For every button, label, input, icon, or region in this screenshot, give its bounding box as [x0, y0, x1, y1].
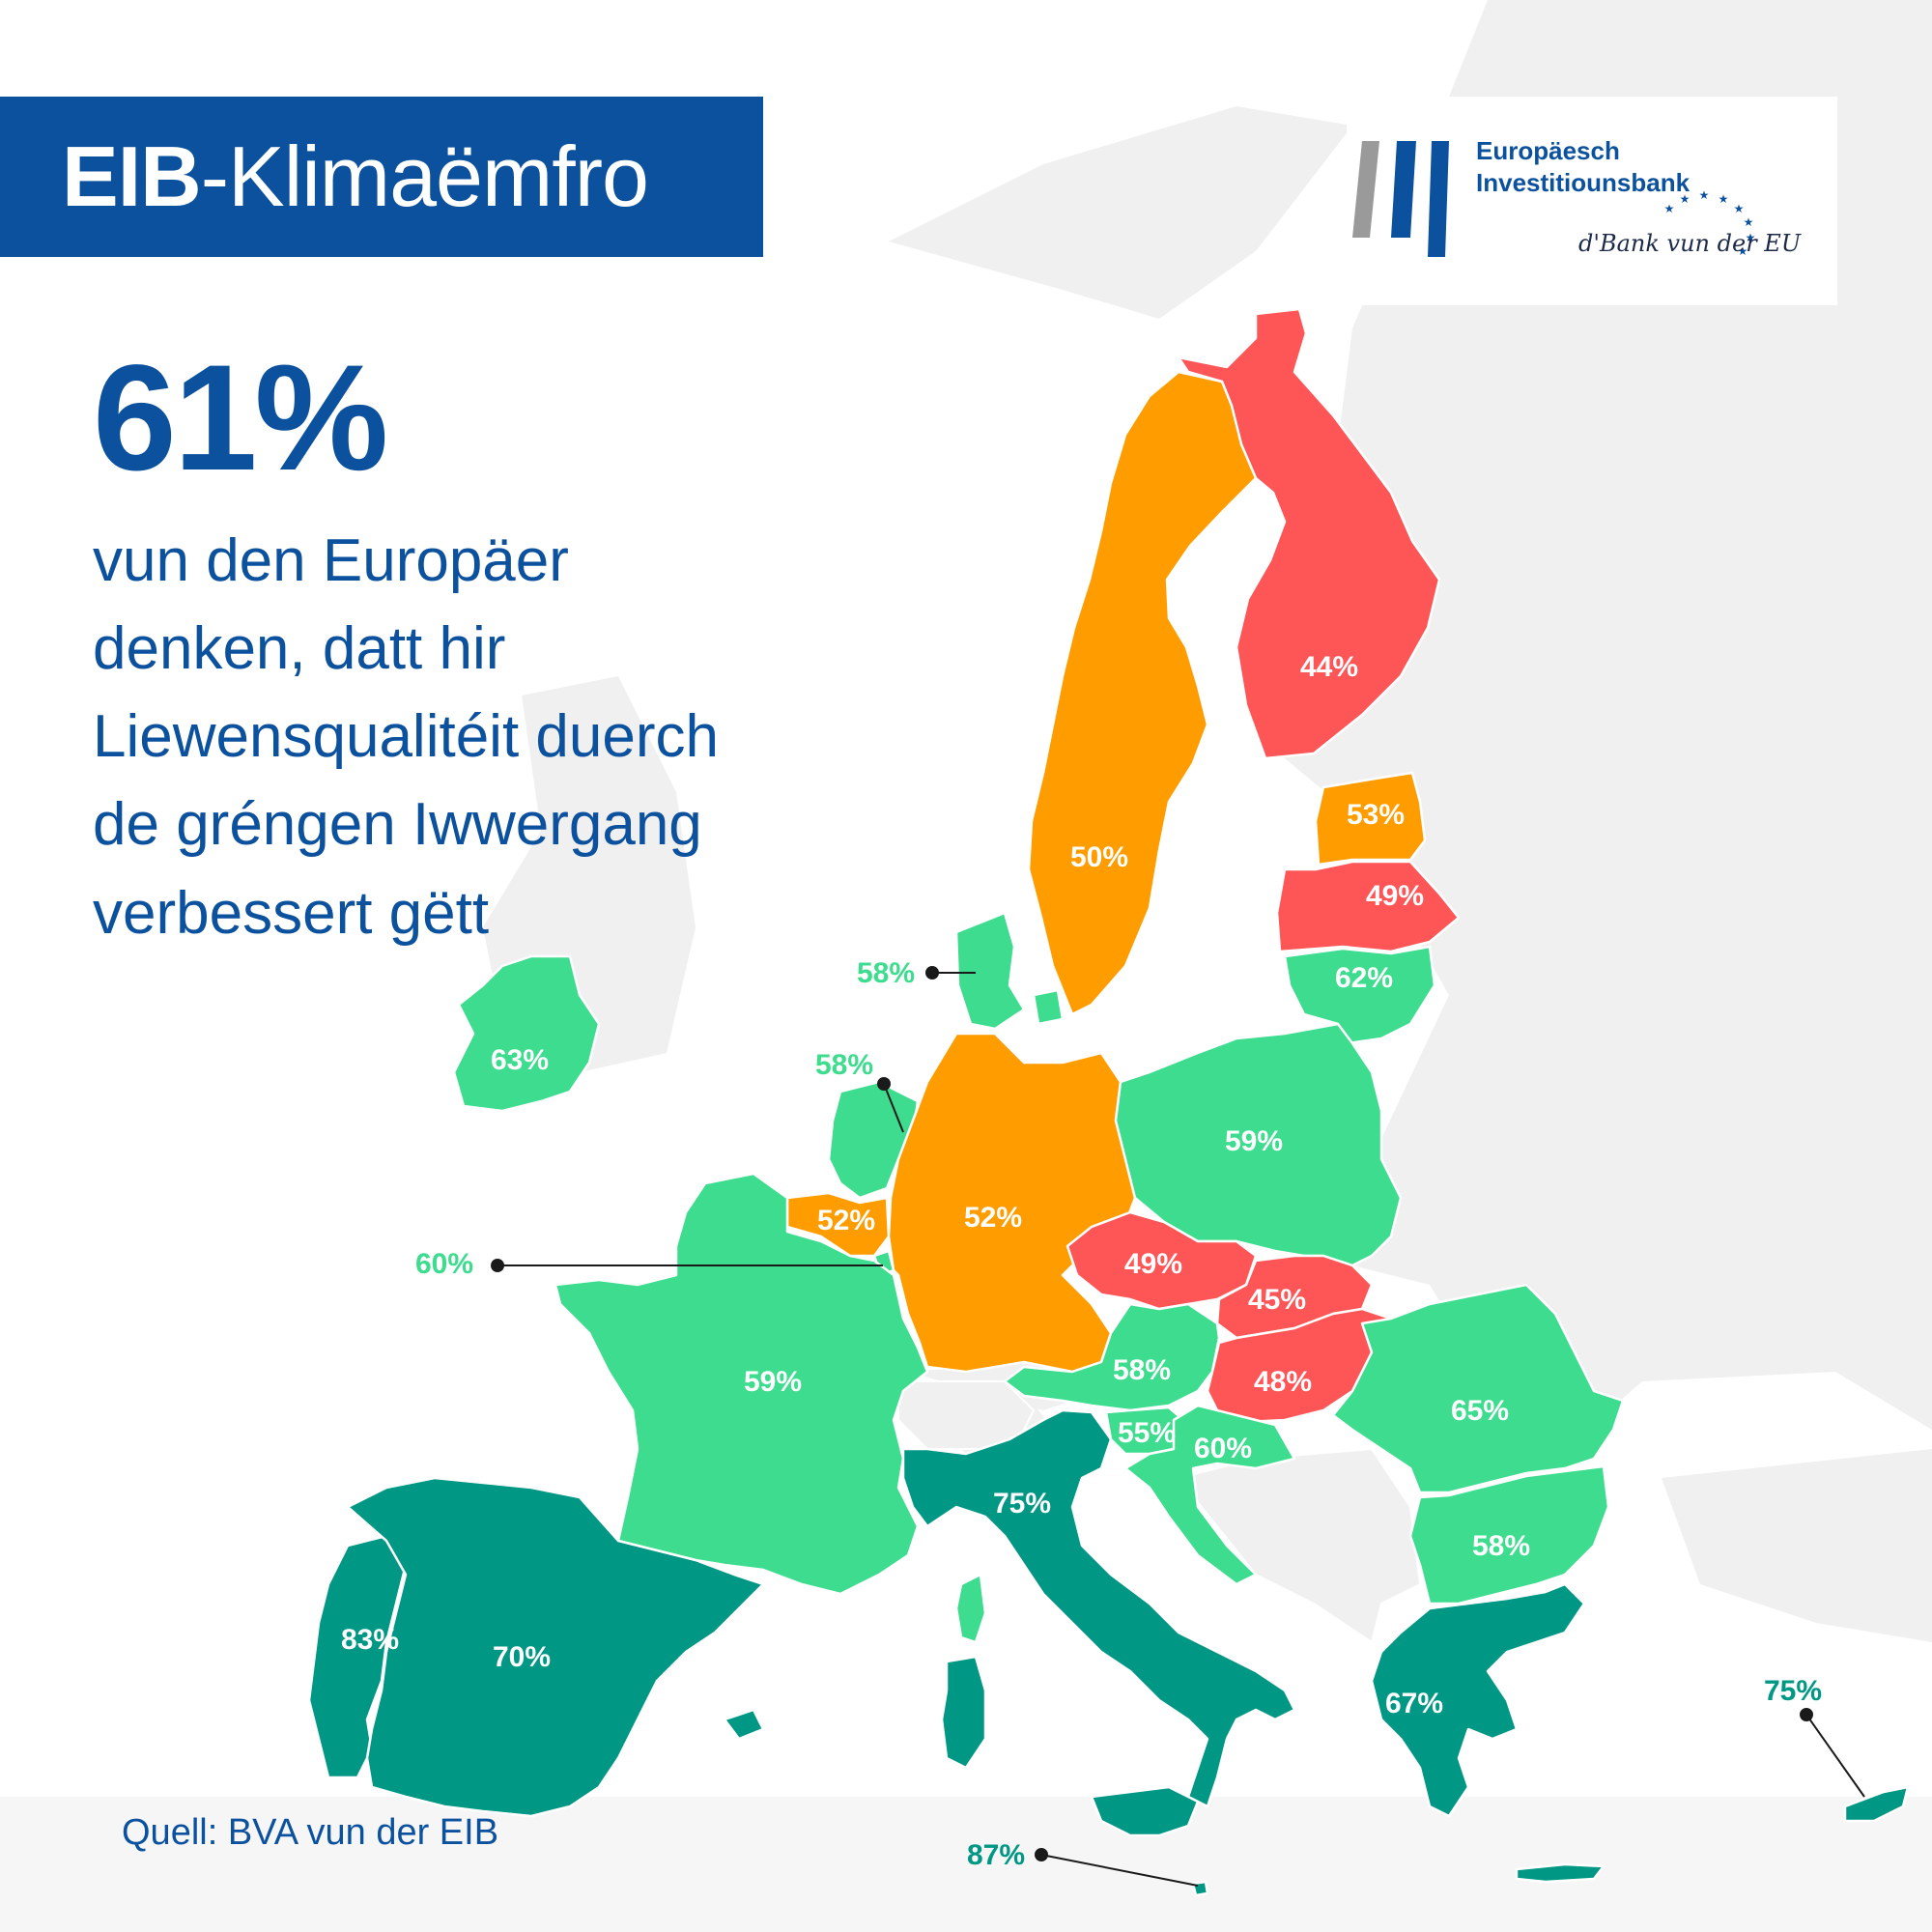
latvia-shape[interactable]	[1275, 860, 1461, 953]
label-netherlands: 58%	[815, 1049, 873, 1081]
label-bulgaria: 58%	[1472, 1530, 1530, 1562]
label-spain: 70%	[493, 1641, 551, 1673]
sweden-shape[interactable]	[1027, 370, 1258, 1016]
logo-tagline: d'Bank vun der EU	[1578, 230, 1802, 257]
label-portugal: 83%	[341, 1624, 399, 1656]
austria-shape[interactable]	[1003, 1302, 1221, 1412]
portugal-shape[interactable]	[307, 1534, 408, 1779]
value-labels: 44% 50% 53% 49% 62% 58% 63% 58% 52% 60% …	[341, 651, 1822, 1871]
svg-text:★: ★	[1680, 192, 1690, 206]
eib-logo-icon	[1352, 141, 1449, 257]
svg-text:★: ★	[1744, 215, 1754, 229]
leader-lines	[491, 966, 1865, 1887]
label-poland: 59%	[1225, 1125, 1283, 1157]
label-hungary: 48%	[1254, 1366, 1312, 1398]
denmark-shape[interactable]	[954, 911, 1026, 1031]
estonia-shape[interactable]	[1314, 771, 1427, 867]
label-germany: 52%	[964, 1202, 1022, 1234]
croatia-shape[interactable]	[1123, 1404, 1296, 1586]
leader-line-netherlands	[883, 1083, 904, 1133]
lithuania-shape[interactable]	[1283, 945, 1436, 1045]
label-denmark: 58%	[857, 957, 915, 989]
label-slovakia: 45%	[1248, 1284, 1306, 1316]
label-italy: 75%	[993, 1488, 1051, 1520]
label-greece: 67%	[1385, 1688, 1443, 1719]
label-slovenia: 55%	[1118, 1417, 1176, 1449]
label-croatia: 60%	[1194, 1433, 1252, 1464]
denmark-islands[interactable]	[1032, 988, 1065, 1026]
headline-line: denken, datt hir	[93, 615, 506, 683]
romania-shape[interactable]	[1331, 1283, 1625, 1494]
headline-line: de gréngen Iwwergang	[93, 791, 702, 859]
svg-text:★: ★	[1664, 202, 1675, 215]
title-banner: EIB-Klimaëmfro	[0, 97, 763, 257]
cyprus-shape[interactable]	[1843, 1785, 1910, 1823]
bulgaria-shape[interactable]	[1408, 1464, 1610, 1605]
balearic-shape[interactable]	[723, 1708, 765, 1741]
headline: 61% vun den Europäer denken, datt hir Li…	[93, 343, 943, 957]
greece-shape[interactable]	[1370, 1582, 1586, 1818]
page-title: EIB-Klimaëmfro	[62, 134, 649, 219]
crete-shape[interactable]	[1515, 1862, 1605, 1884]
belgium-shape[interactable]	[785, 1191, 891, 1258]
svg-text:★: ★	[1746, 231, 1756, 244]
label-cyprus: 75%	[1764, 1675, 1822, 1707]
france-shape[interactable]	[554, 1172, 929, 1596]
headline-line: verbessert gëtt	[93, 879, 490, 947]
leader-line-malta	[1040, 1854, 1199, 1887]
leader-dot-cyprus	[1800, 1708, 1813, 1721]
headline-value: 61%	[93, 334, 388, 502]
label-lithuania: 62%	[1335, 962, 1393, 994]
sardinia-shape[interactable]	[940, 1655, 987, 1770]
label-czechia: 49%	[1124, 1248, 1182, 1280]
label-belgium: 52%	[817, 1205, 875, 1236]
eu-countries	[307, 307, 1910, 1897]
label-austria: 58%	[1113, 1354, 1171, 1386]
leader-dot-malta	[1035, 1848, 1048, 1861]
label-france: 59%	[744, 1366, 802, 1398]
label-estonia: 53%	[1347, 799, 1405, 831]
svg-text:★: ★	[1734, 202, 1745, 215]
eu-stars-icon: ★ ★★ ★★★ ★★	[1664, 189, 1756, 258]
sicily-shape[interactable]	[1090, 1785, 1200, 1837]
logo-name: Europäesch Investitiounsbank	[1476, 135, 1690, 198]
leader-line-cyprus	[1805, 1714, 1865, 1798]
headline-line: Liewensqualitéit duerch	[93, 703, 719, 771]
title-bold: EIB	[62, 128, 202, 224]
label-malta: 87%	[967, 1839, 1025, 1871]
svg-text:★: ★	[1738, 244, 1748, 258]
malta-shape[interactable]	[1191, 1880, 1209, 1897]
leader-dot-luxembourg	[491, 1259, 504, 1272]
balkans-non-eu	[1177, 1447, 1422, 1644]
title-rest: -Klimaëmfro	[200, 128, 649, 224]
leader-dot-netherlands	[877, 1077, 891, 1091]
corsica-shape[interactable]	[954, 1573, 987, 1644]
svg-text:★: ★	[1699, 189, 1710, 202]
label-ireland: 63%	[491, 1044, 549, 1076]
spain-shape[interactable]	[346, 1476, 765, 1818]
source-note: Quell: BVA vun der EIB	[122, 1812, 499, 1853]
italy-shape[interactable]	[901, 1408, 1296, 1808]
headline-text: vun den Europäer denken, datt hir Liewen…	[93, 517, 943, 957]
label-luxembourg: 60%	[415, 1248, 473, 1280]
leader-dot-denmark	[925, 966, 939, 980]
poland-shape[interactable]	[1114, 1022, 1403, 1267]
headline-line: vun den Europäer	[93, 527, 569, 594]
logo-line1: Europäesch	[1476, 136, 1620, 165]
label-romania: 65%	[1451, 1395, 1509, 1427]
eib-logo: Europäesch Investitiounsbank ★ ★ ★ ★ ★ ★ ★ ★ …	[1347, 97, 1837, 305]
label-sweden: 50%	[1070, 841, 1128, 873]
svg-text:★: ★	[1719, 192, 1729, 206]
ireland-shape[interactable]	[452, 954, 601, 1113]
label-latvia: 49%	[1366, 880, 1424, 912]
logo-line2: Investitiounsbank	[1476, 167, 1690, 197]
label-finland: 44%	[1300, 651, 1358, 683]
